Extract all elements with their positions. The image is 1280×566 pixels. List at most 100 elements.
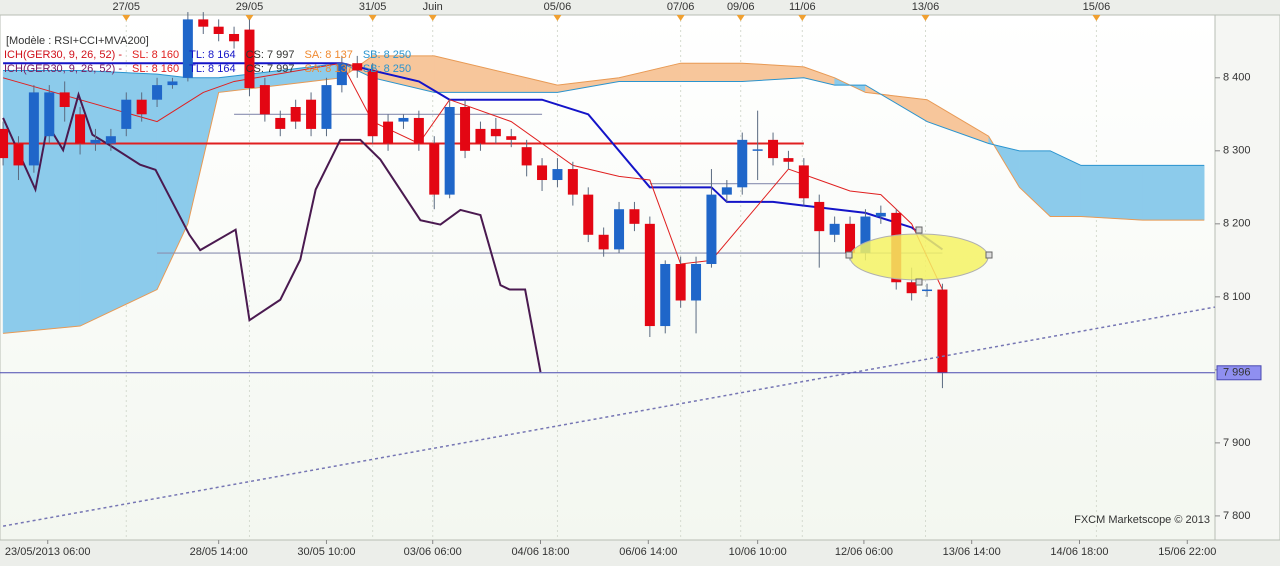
date-marker	[428, 15, 437, 21]
candle-body	[28, 92, 39, 166]
candle-body	[213, 26, 224, 34]
candle-body	[167, 81, 178, 86]
date-marker	[676, 15, 685, 21]
top-date-label: 13/06	[912, 1, 940, 13]
candle-body	[398, 117, 409, 122]
handle	[985, 251, 993, 259]
candle-body	[660, 263, 671, 327]
indicator-line	[2, 62, 943, 290]
handle	[845, 251, 853, 259]
x-tick-label: 28/05 14:00	[190, 546, 248, 558]
candle-body	[383, 121, 394, 144]
last-price-label: 7 996	[1223, 367, 1251, 379]
x-tick-label: 23/05/2013 06:00	[5, 546, 91, 558]
indicator-row: ICH(GER30, 9, 26, 52) - SL: 8 160 TL: 8 16…	[4, 48, 421, 62]
x-tick-label: 06/06 14:00	[619, 546, 677, 558]
candle-body	[306, 99, 317, 129]
candle-body	[752, 149, 763, 151]
date-marker	[368, 15, 377, 21]
candle-body	[537, 165, 548, 181]
date-marker	[736, 15, 745, 21]
watermark: FXCM Marketscope © 2013	[1074, 514, 1210, 526]
candle-body	[768, 139, 779, 159]
candle-body	[552, 169, 563, 181]
candle-body	[691, 263, 702, 301]
x-tick-label: 15/06 22:00	[1158, 546, 1216, 558]
candle-body	[413, 117, 424, 144]
candle-body	[829, 223, 840, 235]
candle-body	[783, 158, 794, 162]
candle-body	[444, 107, 455, 195]
top-date-label: 09/06	[727, 1, 755, 13]
candle-body	[275, 117, 286, 129]
indicator-sb: SB: 8 250	[362, 49, 412, 61]
top-date-label: 15/06	[1083, 1, 1111, 13]
candle-body	[814, 201, 825, 232]
x-tick-label: 04/06 18:00	[511, 546, 569, 558]
indicator-line	[3, 62, 944, 251]
date-marker	[245, 15, 254, 21]
span-b-line	[3, 62, 1205, 166]
indicator-sl: SL: 8 160	[132, 63, 180, 75]
indicator-row: ICH(GER30, 9, 26, 52) - SL: 8 160 TL: 8 16…	[4, 62, 421, 76]
indicator-cs: CS: 7 997	[245, 63, 295, 75]
candle-body	[506, 136, 517, 140]
candle-body	[44, 92, 55, 137]
candle-body	[59, 92, 70, 108]
candle-body	[706, 194, 717, 264]
candle-body	[0, 128, 9, 159]
top-date-label: 31/05	[359, 1, 387, 13]
highlight-ellipse	[849, 233, 989, 281]
cloud-segment	[2, 70, 81, 334]
y-tick-label: 8 200	[1223, 218, 1251, 230]
candle-body	[598, 234, 609, 250]
top-date-label: 05/06	[544, 1, 572, 13]
cloud-segment	[1080, 165, 1143, 221]
cloud-segment	[680, 62, 743, 82]
handle	[915, 226, 923, 234]
candle-body	[244, 29, 255, 89]
date-marker	[553, 15, 562, 21]
price-axis	[1214, 14, 1280, 541]
candle-body	[721, 187, 732, 195]
x-tick-label: 13/06 14:00	[943, 546, 1001, 558]
candle-body	[13, 143, 24, 166]
candle-body	[521, 147, 532, 166]
date-marker	[921, 15, 930, 21]
x-tick-label: 12/06 06:00	[835, 546, 893, 558]
date-marker	[798, 15, 807, 21]
top-date-label: 29/05	[236, 1, 264, 13]
candle-body	[336, 63, 347, 86]
candle-body	[75, 114, 86, 144]
candle-body	[875, 212, 886, 217]
model-label: [Modèle : RSI+CCI+MVA200]	[6, 35, 149, 47]
candle-body	[259, 85, 270, 115]
candle-body	[429, 143, 440, 195]
top-date-label: 11/06	[789, 1, 816, 13]
candle-body	[490, 128, 501, 137]
indicator-tl: TL: 8 164	[189, 49, 236, 61]
candle-body	[321, 85, 332, 129]
candle-body	[152, 85, 163, 100]
candle-body	[906, 282, 917, 294]
top-date-label: 27/05	[113, 1, 141, 13]
candle-body	[229, 33, 240, 42]
x-tick-label: 03/06 06:00	[404, 546, 462, 558]
y-tick-label: 7 800	[1223, 510, 1251, 522]
candle-body	[121, 99, 132, 129]
date-marker	[122, 15, 131, 21]
y-tick-label: 8 100	[1223, 291, 1251, 303]
date-marker	[1092, 15, 1101, 21]
handle	[915, 278, 923, 286]
candle-body	[198, 19, 209, 27]
cloud-segment	[1142, 165, 1205, 221]
last-price-box	[1216, 365, 1262, 381]
candle-body	[860, 216, 871, 254]
candle-body	[460, 107, 471, 151]
candle-body	[737, 139, 748, 188]
y-tick-label: 7 900	[1223, 437, 1251, 449]
candle-body	[475, 128, 486, 144]
indicator-line	[2, 91, 542, 373]
indicator-sb: SB: 8 250	[362, 63, 412, 75]
